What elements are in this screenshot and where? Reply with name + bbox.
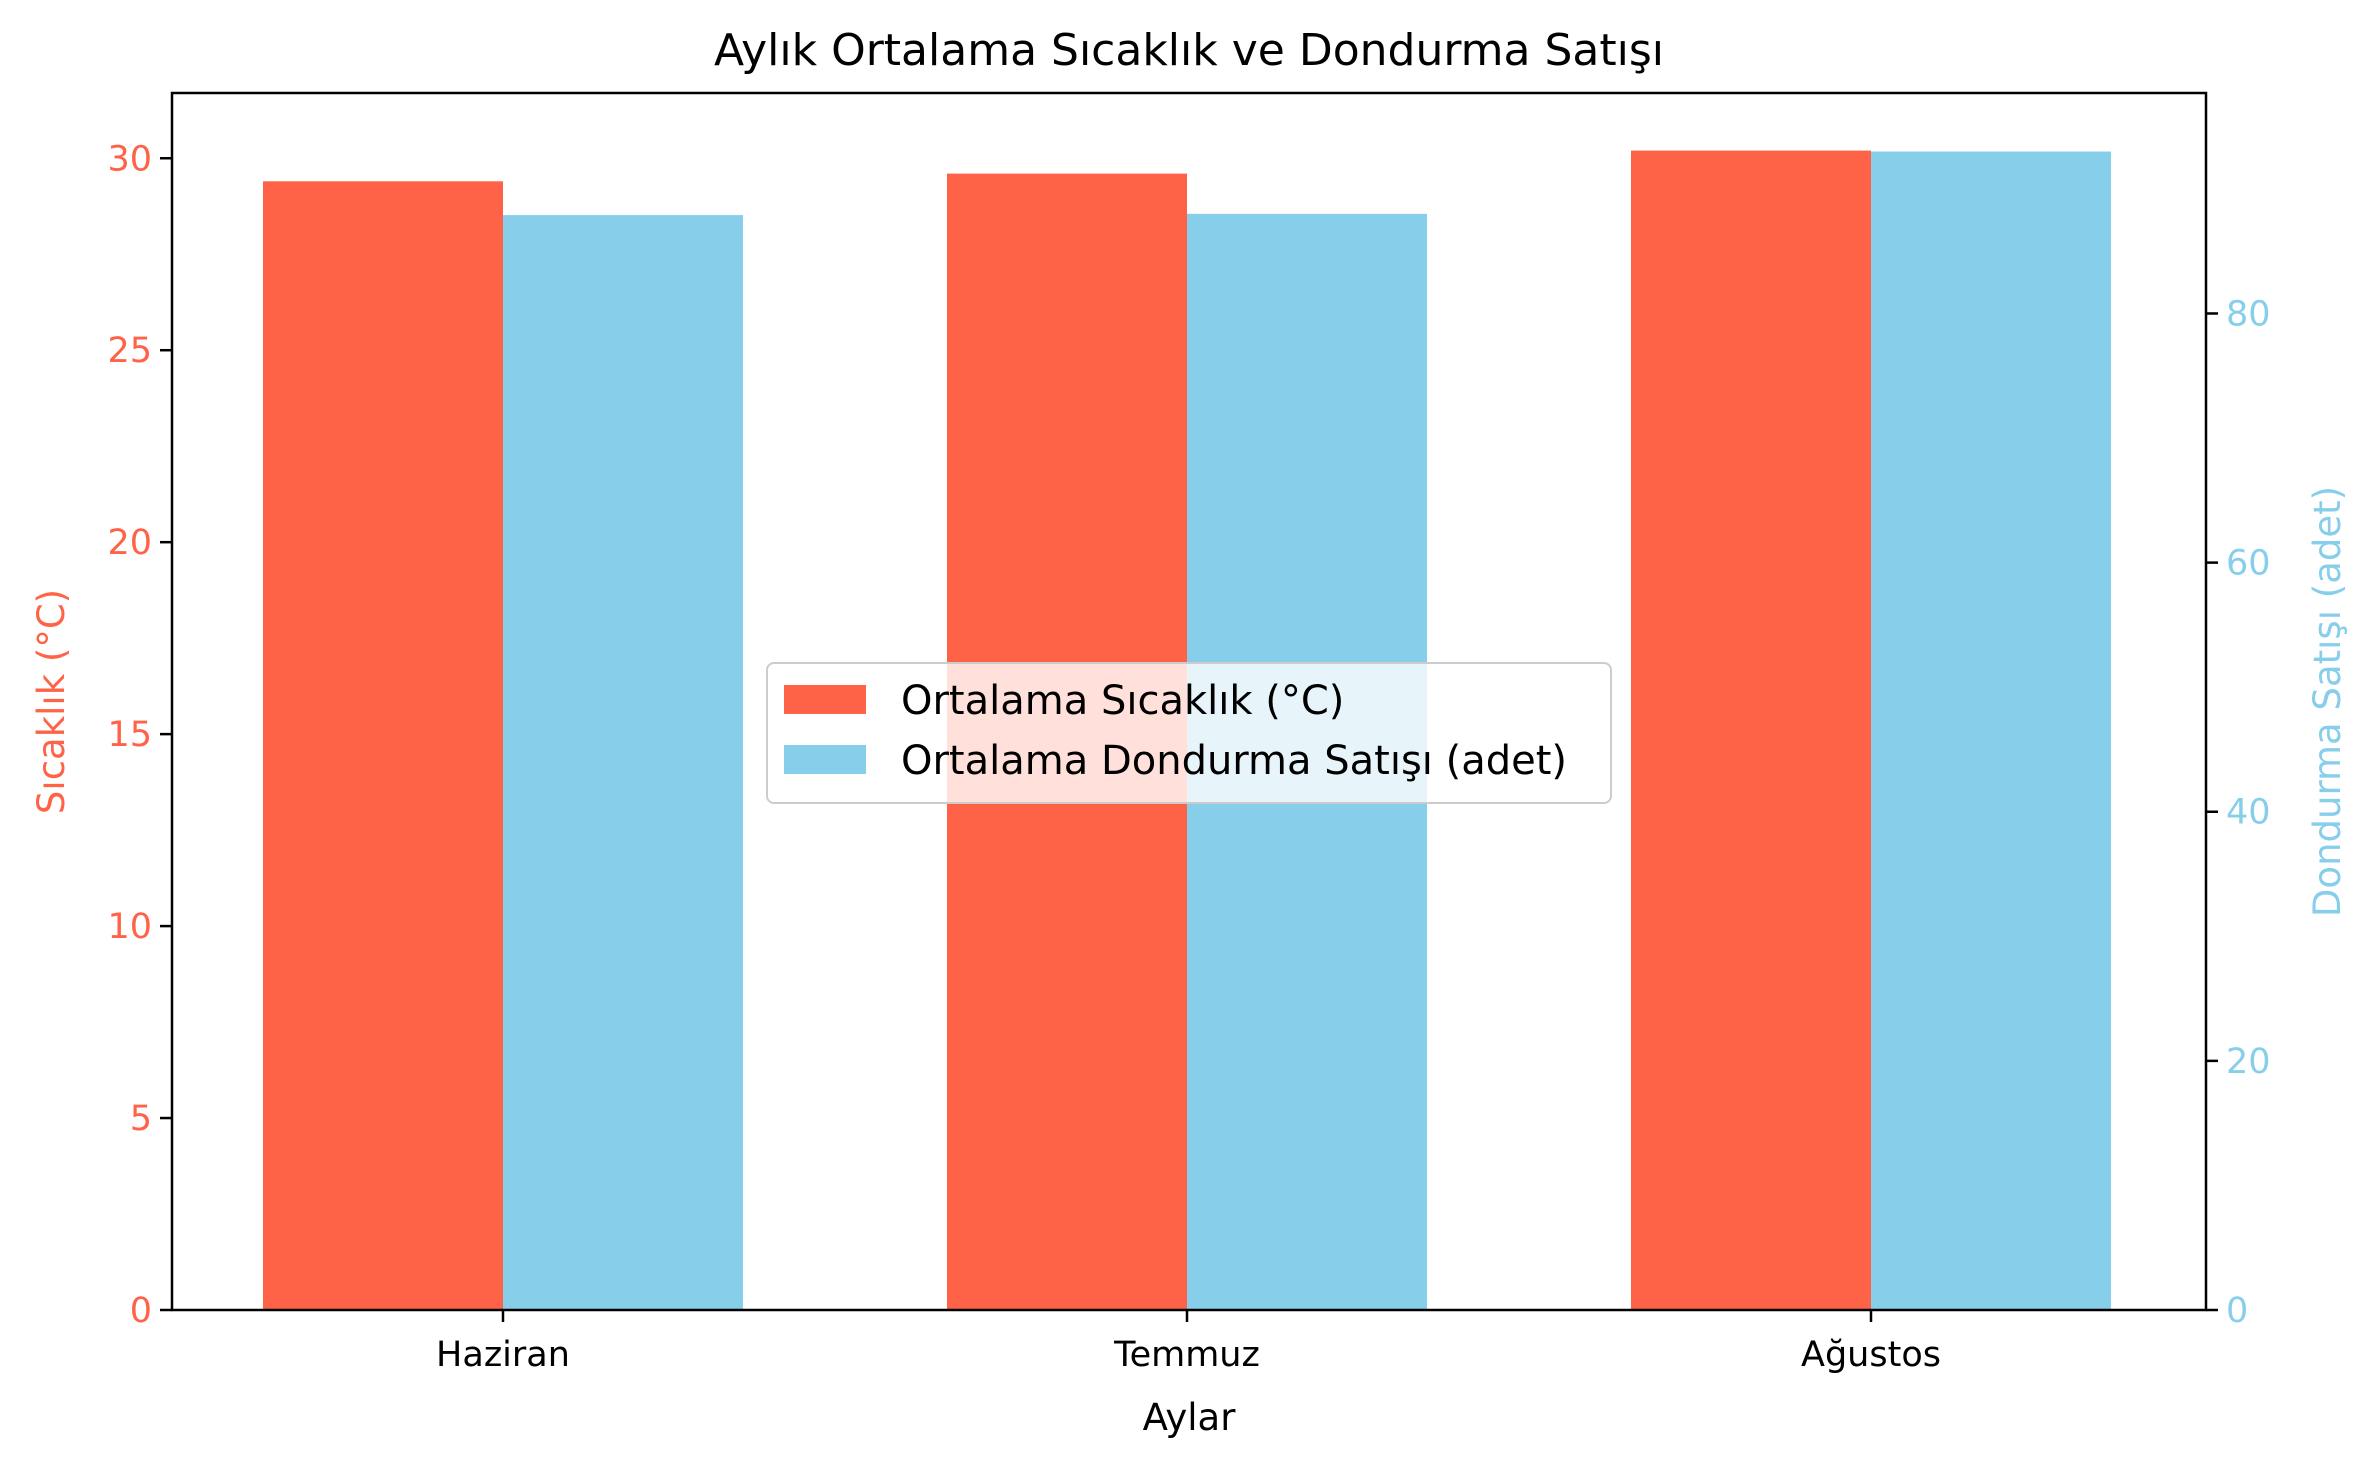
y-left-tick-label: 10 (107, 907, 152, 947)
bar-temperature-1 (263, 181, 503, 1310)
x-axis-label: Aylar (1143, 1396, 1237, 1439)
axes-frame (170, 91, 2208, 1312)
y-axis-left-label: Sıcaklık (°C) (30, 589, 73, 814)
y-left-tick-label: 5 (130, 1099, 152, 1139)
y-left-tick-label: 20 (107, 523, 152, 563)
x-tick-label: Temmuz (1113, 1335, 1260, 1375)
y-right-tick-label: 20 (2226, 1042, 2271, 1082)
x-tick-label: Haziran (436, 1335, 570, 1375)
bar-temperature-3 (1631, 150, 1871, 1310)
y-left-tick-label: 0 (130, 1291, 152, 1331)
legend-swatch-temperature (784, 685, 866, 714)
y-left-tick-label: 30 (107, 139, 152, 179)
legend-label-temperature: Ortalama Sıcaklık (°C) (901, 678, 1344, 724)
y-right-tick-label: 60 (2226, 544, 2271, 584)
x-tick-label: Ağustos (1801, 1335, 1941, 1375)
bars-layer (263, 150, 2111, 1311)
y-right-tick-label: 80 (2226, 294, 2271, 334)
chart-title: Aylık Ortalama Sıcaklık ve Dondurma Satı… (714, 25, 1664, 76)
legend: Ortalama Sıcaklık (°C) Ortalama Dondurma… (766, 662, 1612, 804)
legend-label-ice-cream: Ortalama Dondurma Satışı (adet) (901, 738, 1567, 784)
legend-frame (766, 662, 1612, 804)
y-axis-right-label: Dondurma Satışı (adet) (2306, 486, 2349, 917)
axes-layer: 0 5 10 15 20 25 30 0 20 40 60 80 Haziran Temmuz Ağusto… (107, 91, 2271, 1375)
y-right-tick-label: 40 (2226, 793, 2271, 833)
legend-swatch-ice-cream (784, 745, 866, 774)
bar-ice-cream-3 (1871, 151, 2111, 1311)
y-right-tick-label: 0 (2226, 1291, 2248, 1331)
y-left-tick-label: 15 (107, 715, 152, 755)
y-left-tick-label: 25 (107, 331, 152, 371)
bar-ice-cream-1 (503, 215, 743, 1310)
